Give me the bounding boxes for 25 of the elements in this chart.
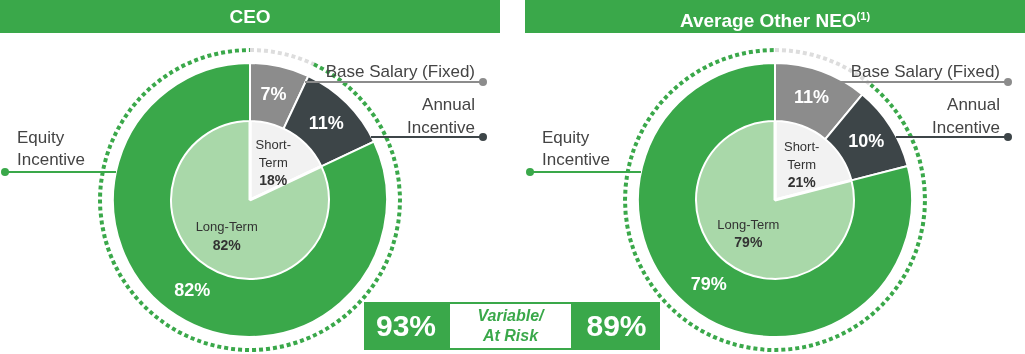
data-label: 18% <box>259 172 288 189</box>
data-label: 11% <box>308 112 344 133</box>
slice-label: Long-Term <box>195 219 258 235</box>
data-label: 82% <box>212 236 242 253</box>
text: 89% <box>573 302 660 350</box>
data-label: 21% <box>787 174 817 191</box>
chart-title: CEO <box>0 0 500 33</box>
slice-label: Equity Incentive <box>17 127 86 169</box>
slice-label: Annual Incentive <box>406 94 475 137</box>
data-label: 82% <box>174 280 211 301</box>
data-label: 7% <box>260 83 287 104</box>
text: 93% <box>364 302 448 350</box>
slice-label: Short-Term <box>255 136 292 170</box>
data-label: 79% <box>690 274 727 295</box>
slice-label: Annual Incentive <box>931 94 1000 137</box>
legend-label: Base Salary (Fixed) <box>325 61 475 81</box>
text: Variable/ At Risk <box>448 302 573 350</box>
data-label: 11% <box>794 87 830 108</box>
chart-title: Average Other NEO$^{(1)}$ <box>525 0 1025 33</box>
slice-label: Equity Incentive <box>542 127 611 169</box>
data-label: 10% <box>848 131 885 152</box>
slice-label: Short-Term <box>783 139 820 173</box>
slice-label: Long-Term <box>717 216 780 232</box>
legend-label: Base Salary (Fixed) <box>850 61 1000 81</box>
data-label: 79% <box>734 234 763 251</box>
